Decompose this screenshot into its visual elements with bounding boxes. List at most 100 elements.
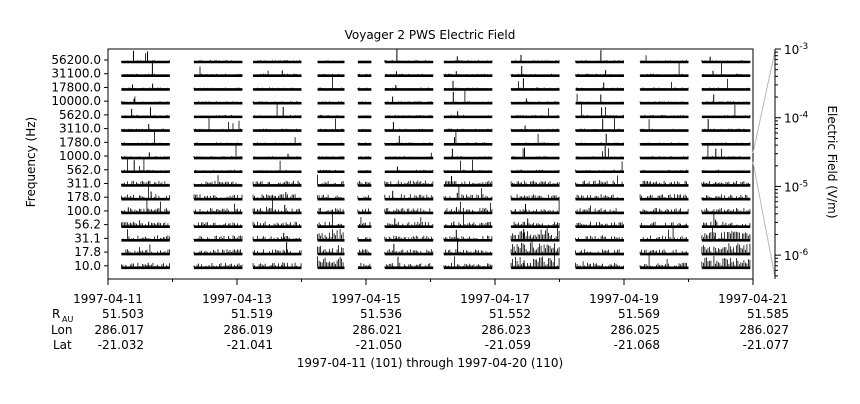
trace-noise xyxy=(384,208,434,213)
trace-noise xyxy=(575,60,624,62)
trace-noise xyxy=(384,60,434,62)
trace-noise xyxy=(384,101,434,104)
trace-noise xyxy=(252,195,302,213)
trace-noise xyxy=(639,55,689,62)
ephemeris-lon-value: 286.025 xyxy=(610,323,660,337)
trace-noise xyxy=(252,60,302,62)
y-tick-label: 1000.0 xyxy=(59,149,101,163)
ephemeris-label-lon: Lon xyxy=(51,323,72,337)
trace-noise xyxy=(193,175,243,186)
trace-noise xyxy=(317,156,344,159)
y-tick-label: 562.0 xyxy=(67,163,101,177)
trace-noise xyxy=(443,131,493,145)
trace-noise xyxy=(575,93,624,104)
y-tick-label: 31100.0 xyxy=(51,67,101,81)
colorbar-tick-label: 10-3 xyxy=(784,42,808,57)
trace-noise xyxy=(193,142,243,145)
trace-noise xyxy=(357,142,371,145)
trace-noise xyxy=(317,114,344,117)
colorbar-tick-exp: -3 xyxy=(799,42,808,52)
trace-noise xyxy=(357,156,371,159)
trace-noise xyxy=(121,157,170,172)
x-tick-label: 1997-04-17 xyxy=(460,292,530,306)
trace-noise xyxy=(252,160,302,172)
trace-noise xyxy=(575,73,624,76)
trace-noise xyxy=(384,217,434,227)
y-tick-label: 56.2 xyxy=(74,218,101,232)
trace-noise xyxy=(443,128,493,131)
trace-noise xyxy=(701,142,751,145)
trace-noise xyxy=(701,60,751,62)
colorbar-tick-exp: -4 xyxy=(799,111,808,121)
trace-noise xyxy=(701,78,751,90)
trace-noise xyxy=(443,213,493,227)
trace-noise xyxy=(193,194,243,200)
trace-noise xyxy=(252,101,302,104)
colorbar-tick-label: 10-5 xyxy=(784,179,808,194)
trace-noise xyxy=(384,194,434,200)
trace-noise xyxy=(701,243,751,255)
trace-noise xyxy=(510,81,560,90)
ephemeris-r-value: 51.503 xyxy=(102,307,144,321)
trace-noise xyxy=(639,82,689,90)
trace-noise xyxy=(701,227,751,241)
trace-noise xyxy=(443,87,493,90)
ephemeris-lat-value: -21.041 xyxy=(227,338,273,352)
trace-noise xyxy=(575,221,624,227)
trace-noise xyxy=(575,261,624,268)
trace-noise xyxy=(639,142,689,145)
colorbar-connector xyxy=(752,161,776,278)
trace-noise xyxy=(443,60,493,62)
trace-noise xyxy=(575,175,624,186)
trace-noise xyxy=(357,170,371,172)
trace-noise xyxy=(384,249,434,255)
trace-noise xyxy=(701,101,751,104)
y-tick-label: 31.1 xyxy=(74,231,101,245)
trace-noise xyxy=(252,221,302,227)
y-tick-label: 56200.0 xyxy=(51,53,101,67)
trace-noise xyxy=(510,169,560,172)
ephemeris-r-value: 51.569 xyxy=(618,307,660,321)
trace-noise xyxy=(443,73,493,76)
trace-noise xyxy=(575,249,624,255)
ephemeris-lat-value: -21.068 xyxy=(614,338,660,352)
trace-noise xyxy=(121,53,170,62)
trace-noise xyxy=(193,114,243,117)
trace-noise xyxy=(252,87,302,90)
ephemeris-r-value: 51.585 xyxy=(747,307,789,321)
trace-noise xyxy=(639,227,689,241)
ephemeris-lon-value: 286.023 xyxy=(481,323,531,337)
trace-noise xyxy=(252,128,300,131)
trace-noise xyxy=(510,128,560,131)
trace-noise xyxy=(252,262,302,268)
trace-noise xyxy=(193,145,243,159)
ephemeris-lon-value: 286.019 xyxy=(223,323,273,337)
trace-noise xyxy=(121,73,170,76)
trace-noise xyxy=(317,194,344,200)
trace-noise xyxy=(357,195,371,200)
trace-noise xyxy=(575,142,624,145)
y-tick-label: 10000.0 xyxy=(51,94,101,108)
y-axis-label: Frequency (Hz) xyxy=(24,117,38,208)
colorbar-tick-label: 10-6 xyxy=(784,248,809,263)
ephemeris-r-value: 51.519 xyxy=(231,307,273,321)
trace-noise xyxy=(639,156,689,159)
trace-noise xyxy=(639,208,689,213)
trace-noise xyxy=(121,130,170,145)
trace-noise xyxy=(317,142,344,145)
trace-noise xyxy=(317,210,344,227)
trace-noise xyxy=(443,235,493,241)
trace-noise xyxy=(384,142,434,145)
trace-noise xyxy=(252,180,302,186)
trace-noise xyxy=(193,116,243,131)
trace-noise xyxy=(575,161,624,172)
y-tick-label: 17800.0 xyxy=(51,80,101,94)
trace-noise xyxy=(639,194,689,200)
trace-noise xyxy=(317,75,344,90)
trace-noise xyxy=(317,73,344,76)
trace-noise xyxy=(701,104,751,117)
trace-noise xyxy=(121,96,170,104)
trace-noise xyxy=(701,169,751,172)
colorbar-tick-exp: -6 xyxy=(799,248,808,258)
trace-noise xyxy=(575,235,624,241)
